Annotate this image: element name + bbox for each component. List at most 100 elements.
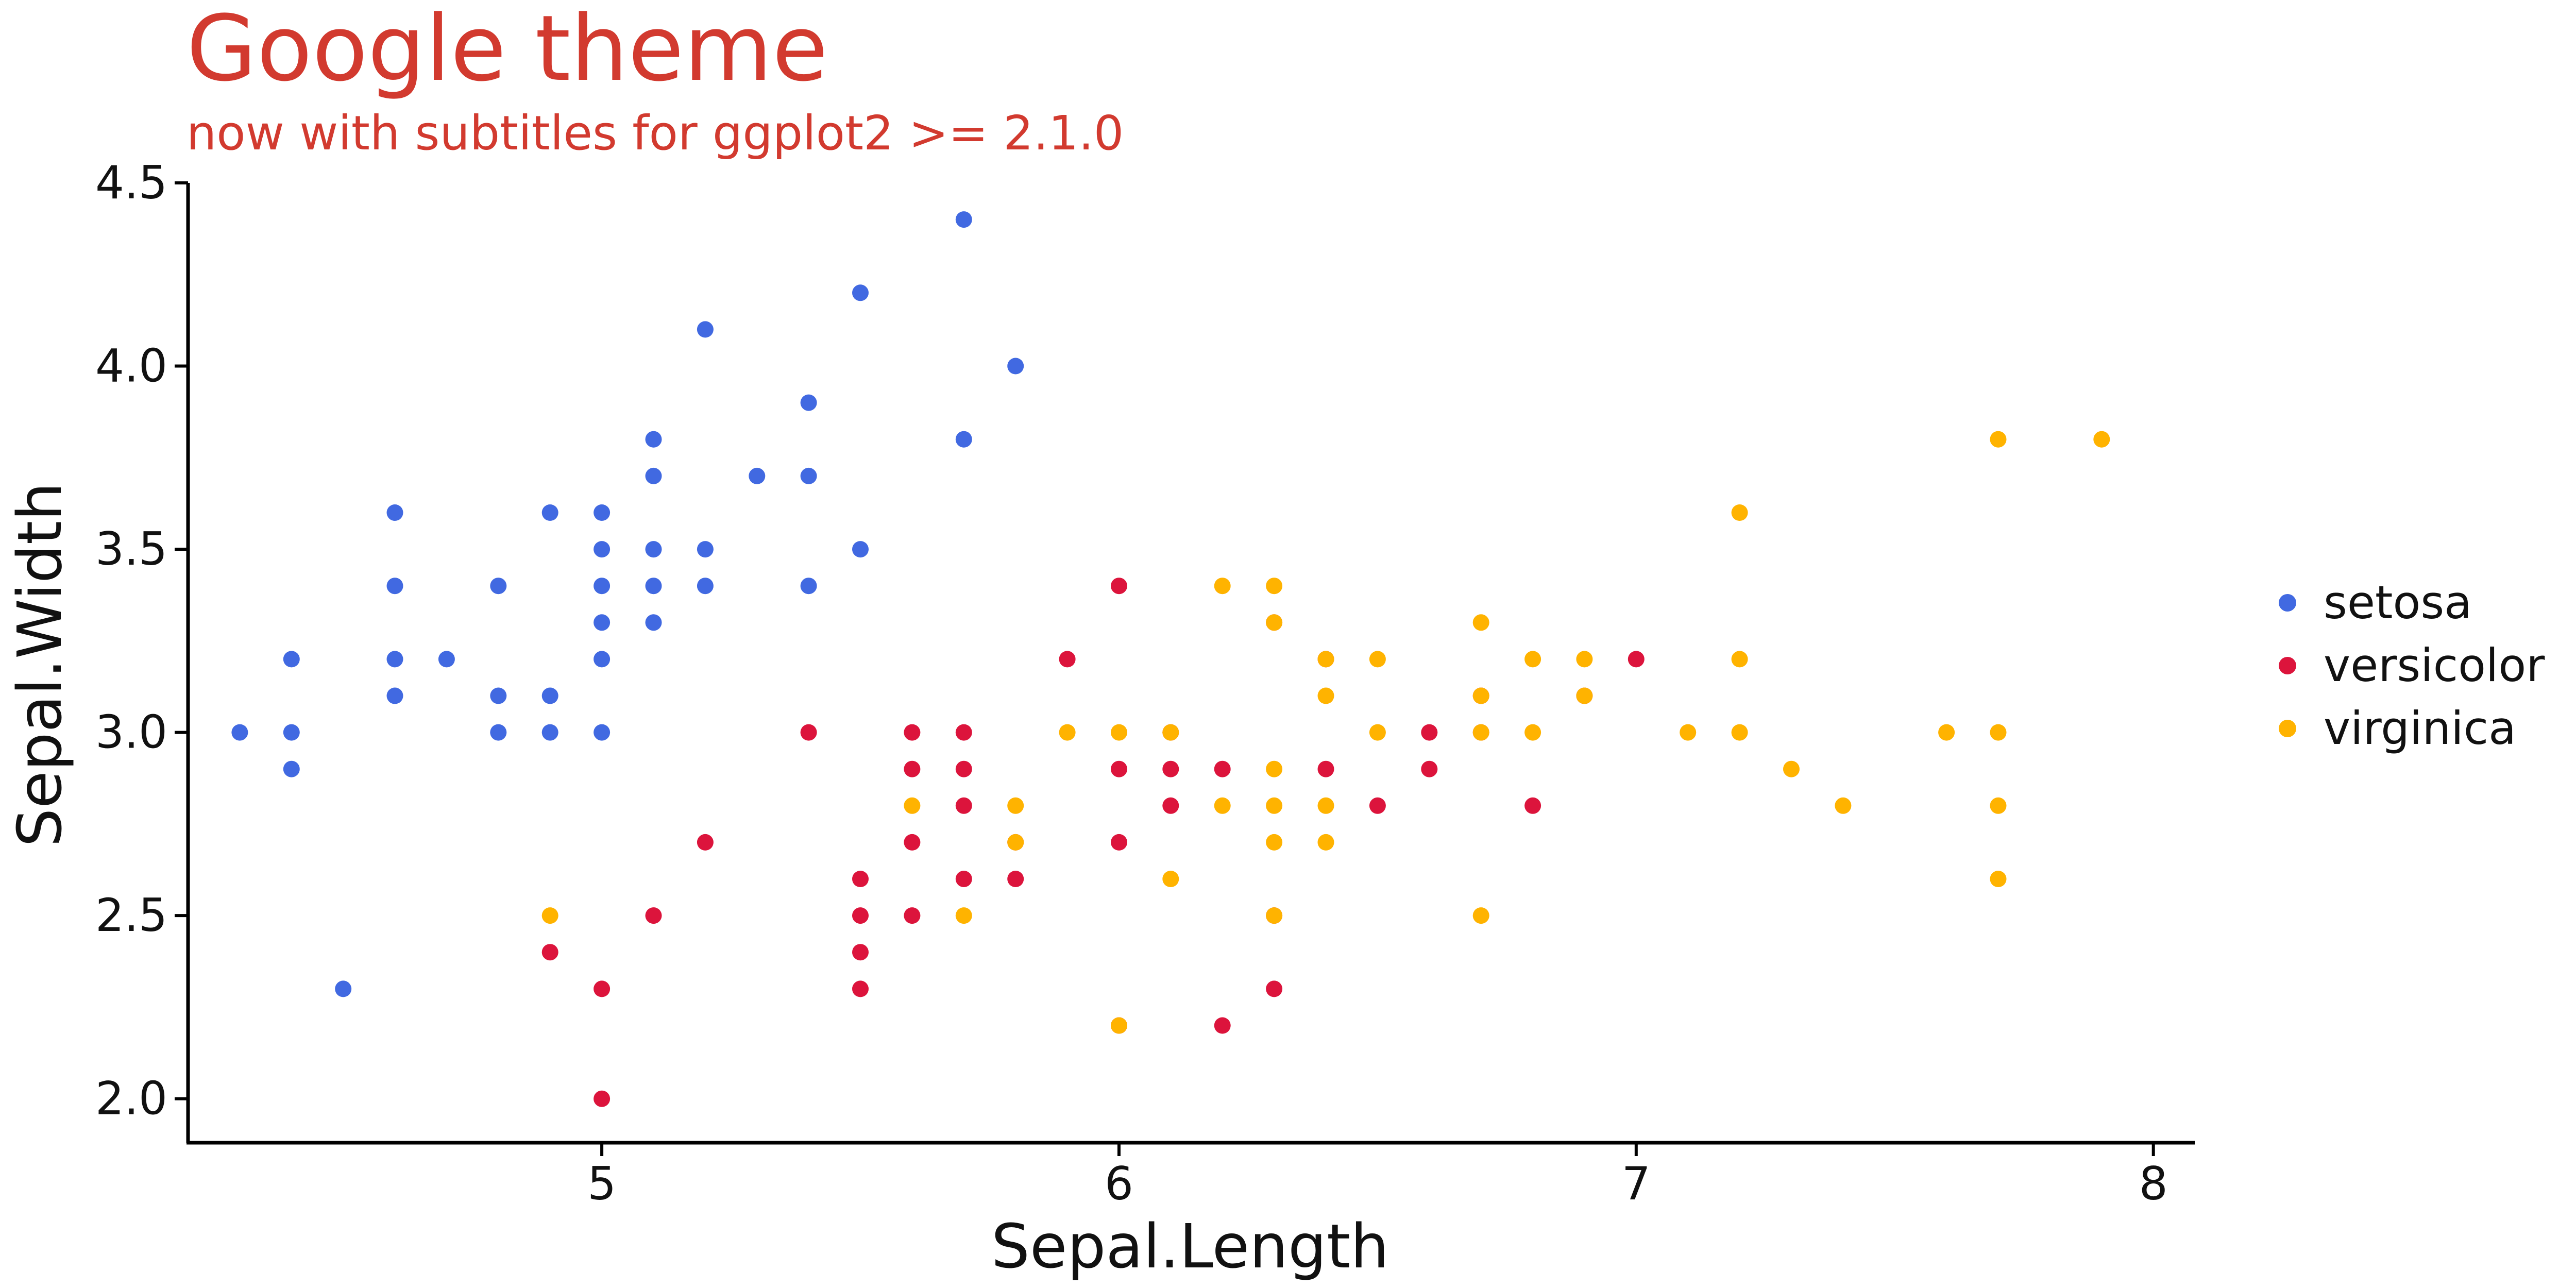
point-virginica	[955, 907, 972, 924]
point-setosa	[800, 467, 817, 484]
y-tick-label: 2.0	[95, 1072, 167, 1125]
point-virginica	[1472, 724, 1489, 741]
point-virginica	[1990, 724, 2007, 741]
point-setosa	[335, 980, 352, 997]
point-virginica	[1266, 797, 1283, 814]
point-setosa	[749, 467, 766, 484]
point-virginica	[1162, 724, 1179, 741]
point-setosa	[541, 724, 558, 741]
point-versicolor	[1162, 760, 1179, 777]
point-versicolor	[1628, 651, 1645, 668]
point-setosa	[490, 578, 507, 595]
point-versicolor	[904, 760, 921, 777]
point-versicolor	[697, 834, 714, 851]
point-versicolor	[1111, 760, 1127, 777]
x-tick-label: 7	[1622, 1157, 1651, 1210]
point-versicolor	[904, 724, 921, 741]
point-setosa	[955, 431, 972, 448]
legend-key-setosa	[2279, 594, 2296, 612]
point-versicolor	[594, 1090, 611, 1107]
point-versicolor	[955, 871, 972, 887]
point-virginica	[1266, 760, 1283, 777]
point-virginica	[1576, 651, 1593, 668]
point-setosa	[231, 724, 248, 741]
point-setosa	[645, 431, 662, 448]
point-virginica	[1266, 614, 1283, 631]
point-setosa	[645, 467, 662, 484]
point-setosa	[800, 394, 817, 411]
point-virginica	[1990, 431, 2007, 448]
y-tick-label: 4.0	[95, 340, 167, 393]
y-tick-label: 3.5	[95, 522, 167, 575]
point-versicolor	[955, 797, 972, 814]
point-virginica	[2093, 431, 2110, 448]
legend-key-virginica	[2279, 720, 2296, 737]
y-tick-label: 4.5	[95, 156, 167, 209]
point-setosa	[594, 724, 611, 741]
point-virginica	[1680, 724, 1697, 741]
point-setosa	[386, 578, 403, 595]
point-virginica	[1111, 724, 1127, 741]
point-virginica	[1214, 797, 1231, 814]
point-setosa	[438, 651, 455, 668]
chart-title: Google theme	[187, 0, 828, 101]
point-setosa	[697, 541, 714, 558]
point-setosa	[645, 614, 662, 631]
point-setosa	[386, 687, 403, 704]
x-axis-label: Sepal.Length	[991, 1211, 1389, 1282]
point-virginica	[1317, 687, 1334, 704]
legend-label-versicolor: versicolor	[2324, 639, 2545, 692]
point-versicolor	[1524, 797, 1541, 814]
point-virginica	[1162, 871, 1179, 887]
point-virginica	[1990, 871, 2007, 887]
legend: setosa versicolor virginica	[2279, 576, 2545, 755]
point-virginica	[1266, 907, 1283, 924]
y-tick-label: 3.0	[95, 706, 167, 759]
point-virginica	[1576, 687, 1593, 704]
point-virginica	[1731, 724, 1748, 741]
point-setosa	[852, 541, 869, 558]
point-virginica	[1214, 578, 1231, 595]
point-versicolor	[1007, 871, 1024, 887]
point-setosa	[594, 504, 611, 521]
point-versicolor	[852, 944, 869, 961]
point-virginica	[904, 797, 921, 814]
point-virginica	[1731, 651, 1748, 668]
x-tick-label: 5	[587, 1157, 616, 1210]
point-virginica	[1783, 760, 1800, 777]
point-setosa	[283, 651, 300, 668]
point-versicolor	[852, 871, 869, 887]
x-tick-label: 6	[1105, 1157, 1133, 1210]
point-versicolor	[1059, 651, 1076, 668]
point-versicolor	[594, 980, 611, 997]
y-ticks: 2.0 2.5 3.0 3.5 4.0 4.5	[95, 156, 188, 1125]
point-setosa	[697, 321, 714, 338]
point-versicolor	[904, 834, 921, 851]
point-virginica	[1111, 1017, 1127, 1034]
point-setosa	[1007, 358, 1024, 375]
y-axis-label: Sepal.Width	[4, 482, 75, 847]
point-setosa	[594, 651, 611, 668]
point-versicolor	[1111, 578, 1127, 595]
point-setosa	[490, 687, 507, 704]
point-setosa	[386, 504, 403, 521]
point-setosa	[645, 578, 662, 595]
point-virginica	[1938, 724, 1955, 741]
point-versicolor	[1317, 760, 1334, 777]
point-setosa	[283, 724, 300, 741]
point-versicolor	[955, 760, 972, 777]
point-setosa	[852, 284, 869, 301]
point-setosa	[386, 651, 403, 668]
point-virginica	[1472, 687, 1489, 704]
point-virginica	[1007, 797, 1024, 814]
legend-key-versicolor	[2279, 657, 2296, 674]
point-versicolor	[1214, 760, 1231, 777]
point-versicolor	[1162, 797, 1179, 814]
point-virginica	[1524, 724, 1541, 741]
point-virginica	[1369, 651, 1386, 668]
point-versicolor	[1214, 1017, 1231, 1034]
point-virginica	[1369, 724, 1386, 741]
point-versicolor	[904, 907, 921, 924]
